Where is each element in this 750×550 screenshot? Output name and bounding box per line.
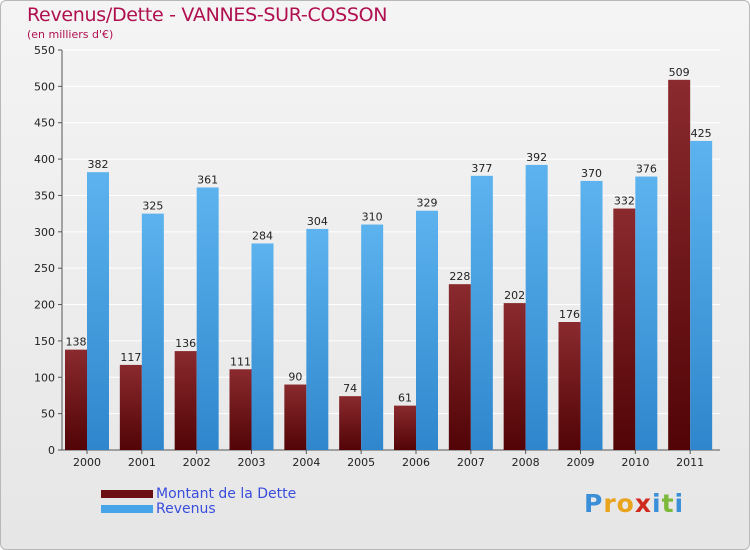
data-label-revenus: 370: [581, 167, 602, 180]
data-label-revenus: 382: [88, 158, 109, 171]
chart-title: Revenus/Dette - VANNES-SUR-COSSON: [27, 4, 388, 26]
bar-revenus: [416, 210, 438, 450]
data-label-dette: 509: [669, 66, 690, 79]
data-label-revenus: 284: [252, 229, 273, 242]
bar-revenus: [470, 175, 493, 450]
data-label-dette: 74: [343, 382, 357, 395]
bar-dette: [339, 396, 362, 450]
y-tick-label: 50: [41, 408, 55, 421]
bar-dette: [229, 369, 252, 450]
bar-revenus: [251, 243, 274, 450]
data-label-revenus: 361: [197, 173, 218, 186]
data-label-revenus: 376: [636, 163, 657, 176]
data-label-revenus: 304: [307, 215, 328, 228]
data-label-revenus: 329: [417, 197, 438, 210]
data-label-revenus: 377: [471, 162, 492, 175]
bar-dette: [284, 384, 307, 450]
data-label-dette: 228: [449, 270, 470, 283]
data-label-dette: 138: [66, 336, 87, 349]
x-tick-label: 2003: [238, 456, 266, 469]
y-tick-label: 0: [48, 444, 55, 457]
legend-label-revenus: Revenus: [156, 501, 216, 517]
data-label-dette: 117: [120, 351, 141, 364]
data-label-dette: 202: [504, 289, 525, 302]
bar-dette: [448, 284, 471, 450]
data-label-dette: 176: [559, 308, 580, 321]
x-tick-label: 2008: [512, 456, 540, 469]
logo-letter: P: [584, 489, 604, 518]
bar-revenus: [690, 140, 713, 450]
y-tick-label: 100: [34, 371, 55, 384]
legend-swatch-dette: [101, 490, 153, 498]
y-tick-label: 550: [34, 44, 55, 57]
bar-revenus: [87, 172, 109, 450]
bar-revenus: [635, 176, 658, 450]
y-tick-label: 200: [34, 299, 55, 312]
logo-letter: o: [616, 489, 635, 518]
data-label-dette: 90: [288, 371, 302, 384]
x-tick-label: 2010: [621, 456, 649, 469]
data-label-dette: 111: [230, 355, 251, 368]
bar-revenus: [196, 187, 219, 451]
bar-dette: [394, 405, 416, 450]
x-tick-label: 2011: [676, 456, 704, 469]
y-tick-label: 400: [34, 153, 55, 166]
chart-subtitle: (en milliers d'€): [27, 28, 114, 41]
x-tick-label: 2002: [183, 456, 211, 469]
data-label-dette: 61: [398, 392, 412, 405]
logo-letter: r: [603, 489, 617, 518]
data-label-revenus: 392: [526, 151, 547, 164]
y-tick-label: 300: [34, 226, 55, 239]
legend-item-dette: Montant de la Dette: [101, 486, 296, 502]
x-tick-label: 2004: [292, 456, 320, 469]
legend-label-dette: Montant de la Dette: [156, 486, 297, 502]
x-tick-label: 2005: [347, 456, 375, 469]
logo-letter: i: [674, 489, 685, 518]
bar-dette: [174, 351, 197, 450]
bar-revenus: [580, 180, 603, 450]
bar-dette: [613, 208, 636, 450]
bar-dette: [668, 79, 691, 451]
y-tick-label: 350: [34, 189, 55, 202]
y-tick-label: 250: [34, 262, 55, 275]
data-label-dette: 136: [175, 337, 196, 350]
bar-revenus: [525, 164, 548, 450]
data-label-dette: 332: [614, 195, 635, 208]
data-label-revenus: 325: [142, 200, 163, 213]
x-tick-label: 2000: [73, 456, 101, 469]
bar-revenus: [141, 213, 164, 450]
legend-swatch-revenus: [101, 505, 153, 513]
data-label-revenus: 425: [691, 127, 712, 140]
logo-letter: t: [661, 489, 675, 518]
bar-revenus: [306, 228, 329, 450]
data-label-revenus: 310: [362, 211, 383, 224]
y-tick-label: 150: [34, 335, 55, 348]
x-tick-label: 2001: [128, 456, 156, 469]
x-tick-label: 2007: [457, 456, 485, 469]
logo-letter: i: [652, 489, 662, 518]
bar-dette: [558, 322, 581, 450]
logo-letter: x: [634, 489, 652, 518]
bar-revenus: [361, 224, 384, 450]
bar-dette: [503, 303, 526, 450]
legend-item-revenus: Revenus: [101, 501, 216, 517]
y-tick-label: 450: [34, 117, 55, 130]
bar-dette: [119, 364, 142, 450]
bar-dette: [65, 349, 87, 450]
x-tick-label: 2006: [402, 456, 430, 469]
proxiti-logo: Proxiti: [584, 489, 684, 518]
y-tick-label: 500: [34, 80, 55, 93]
x-tick-label: 2009: [567, 456, 595, 469]
